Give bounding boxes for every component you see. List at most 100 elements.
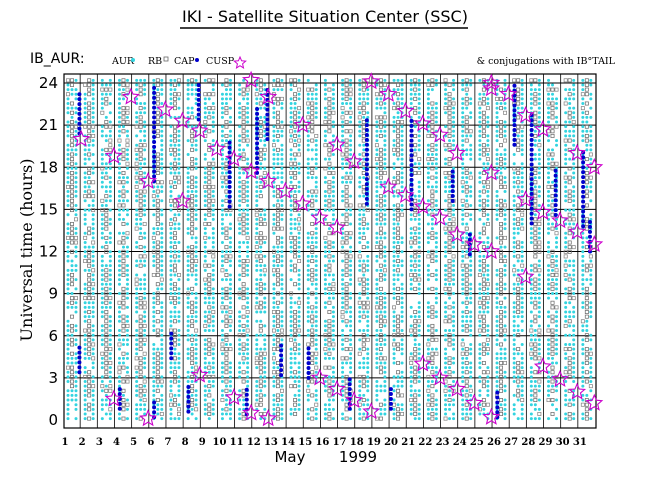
rb-cap-marker: [87, 388, 92, 393]
rb-cap-marker: [481, 282, 486, 287]
rb-cap-marker: [464, 101, 469, 106]
rb-cap-marker: [413, 347, 418, 352]
rb-cap-marker: [413, 272, 418, 277]
rb-cap-marker: [142, 305, 147, 310]
aur-point: [173, 310, 177, 314]
aur-point: [310, 194, 314, 198]
rb-cap-marker: [224, 356, 229, 361]
aur-point: [74, 88, 78, 92]
aur-point: [417, 380, 421, 384]
aur-point: [461, 139, 465, 143]
aur-point: [280, 315, 284, 319]
rb-cap-marker: [70, 180, 74, 185]
rb-cap-marker: [138, 393, 143, 398]
rb-cap-marker: [289, 138, 294, 143]
aur-point: [272, 333, 276, 337]
aur-point: [529, 393, 533, 397]
aur-point: [409, 315, 413, 319]
aur-point: [108, 412, 112, 416]
aur-point: [160, 231, 164, 235]
aur-point: [289, 222, 293, 226]
rb-cap-marker: [289, 171, 294, 175]
rb-cap-marker: [177, 92, 181, 97]
aur-point: [152, 370, 156, 374]
aur-point: [66, 324, 70, 328]
aur-point: [469, 213, 473, 217]
aur-point: [263, 287, 267, 291]
aur-point: [121, 356, 125, 360]
aur-point: [186, 417, 190, 421]
rb-cap-marker: [378, 347, 383, 352]
rb-cap-marker: [155, 374, 160, 379]
aur-point: [289, 347, 293, 351]
rb-cap-marker: [481, 110, 486, 115]
rb-cap-marker: [173, 129, 177, 134]
aur-point: [194, 342, 198, 346]
aur-point: [220, 319, 224, 323]
rb-cap-marker: [275, 342, 280, 347]
aur-point: [392, 78, 396, 82]
aur-point: [375, 338, 379, 342]
aur-point: [194, 273, 198, 277]
aur-point: [280, 213, 284, 217]
aur-point: [169, 227, 173, 231]
rb-cap-marker: [70, 189, 74, 194]
aur-point: [289, 329, 293, 333]
aur-point: [349, 78, 353, 82]
aur-point: [228, 366, 232, 370]
aur-point: [289, 88, 293, 92]
rb-cap-marker: [512, 268, 517, 273]
aur-point: [417, 315, 421, 319]
rb-cap-marker: [344, 143, 349, 148]
aur-point: [362, 273, 366, 277]
aur-point: [512, 199, 516, 203]
aur-point: [91, 162, 95, 166]
rb-cap-marker: [516, 96, 521, 101]
rb-cap-marker: [70, 337, 74, 342]
aur-point: [125, 319, 129, 323]
rb-cap-marker: [241, 133, 246, 138]
rb-cap-marker: [138, 370, 143, 375]
rb-cap-marker: [275, 347, 280, 352]
rb-cap-marker: [104, 235, 109, 240]
aur-point: [169, 380, 173, 384]
aur-point: [117, 217, 121, 221]
aur-point: [512, 231, 516, 235]
aur-point: [272, 398, 276, 402]
aur-point: [280, 102, 284, 106]
aur-point: [83, 176, 87, 180]
aur-point: [297, 393, 301, 397]
aur-point: [434, 417, 438, 421]
aur-point: [91, 352, 95, 356]
aur-point: [272, 152, 276, 156]
rb-cap-marker: [279, 226, 284, 231]
aur-point: [331, 407, 335, 411]
aur-point: [169, 324, 173, 328]
aur-point: [516, 282, 520, 286]
aur-point: [495, 329, 499, 333]
rb-cap-marker: [499, 370, 503, 375]
aur-point: [100, 157, 104, 161]
aur-point: [280, 403, 284, 407]
aur-point: [289, 361, 293, 365]
aur-point: [238, 208, 242, 212]
aur-point: [366, 296, 370, 300]
aur-point: [289, 375, 293, 379]
rb-cap-marker: [430, 78, 435, 83]
rb-cap-marker: [70, 129, 74, 134]
aur-point: [512, 412, 516, 416]
aur-point: [520, 190, 524, 194]
aur-point: [272, 375, 276, 379]
rb-cap-marker: [279, 208, 284, 213]
aur-point: [280, 217, 284, 221]
rb-cap-marker: [512, 78, 517, 83]
aur-point: [341, 83, 345, 87]
rb-cap-marker: [430, 305, 435, 310]
rb-cap-marker: [327, 198, 332, 203]
rb-cap-marker: [293, 203, 298, 208]
aur-point: [520, 407, 524, 411]
aur-point: [272, 213, 276, 217]
rb-cap-marker: [190, 115, 195, 120]
aur-point: [375, 148, 379, 152]
aur-point: [306, 106, 310, 110]
